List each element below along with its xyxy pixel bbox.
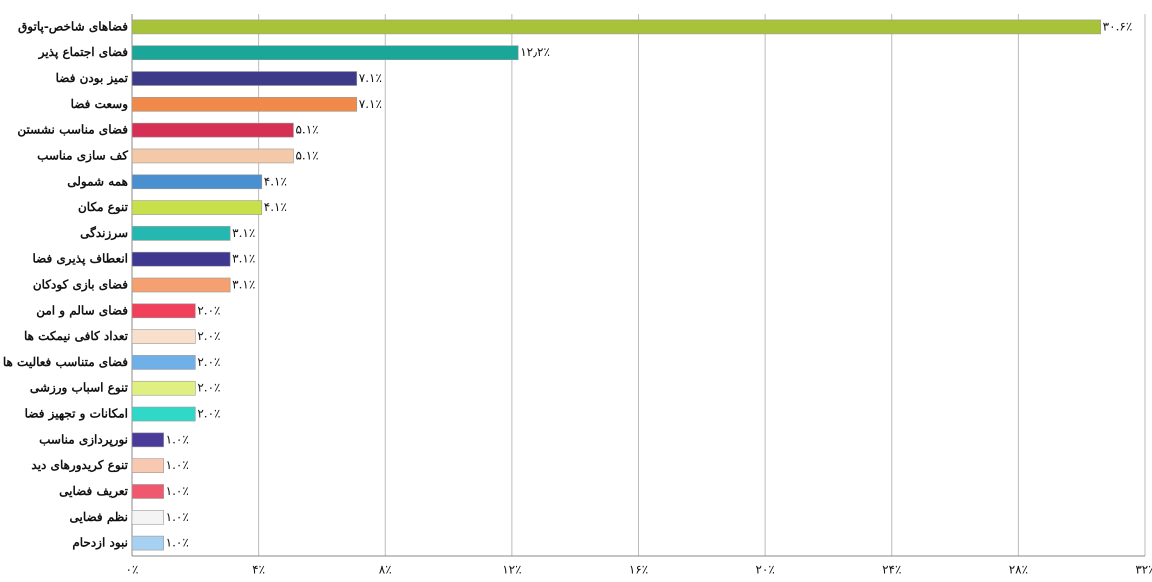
value-label: ۲.۰٪ bbox=[197, 355, 220, 369]
category-label: امکانات و تجهیز فضا bbox=[25, 407, 128, 422]
category-label: تنوع کریدورهای دید bbox=[31, 458, 128, 473]
value-label: ۲.۰٪ bbox=[197, 303, 220, 317]
category-label: وسعت فضا bbox=[71, 97, 129, 112]
category-label: نبود ازدحام bbox=[72, 536, 128, 551]
x-tick-label: ۳۲٪ bbox=[1135, 563, 1152, 577]
value-label: ۱۲٫۲٪ bbox=[520, 45, 550, 59]
value-label: ۳.۱٪ bbox=[232, 226, 255, 240]
category-label: سرزندگی bbox=[80, 225, 128, 241]
bar bbox=[131, 122, 294, 138]
bar bbox=[131, 174, 263, 190]
category-label: نورپردازی مناسب bbox=[39, 432, 128, 447]
category-label: فضاهای شاخص-پاتوق bbox=[18, 19, 128, 34]
category-label: فضای اجتماع پذیر bbox=[38, 45, 129, 60]
bar bbox=[131, 45, 519, 61]
bar bbox=[131, 458, 164, 473]
value-label: ۱.۰٪ bbox=[166, 510, 189, 524]
x-tick-label: ۱۶٪ bbox=[629, 563, 648, 577]
value-label: ۳.۱٪ bbox=[232, 278, 255, 292]
value-label: ۱.۰٪ bbox=[166, 484, 189, 498]
category-label: تعریف فضایی bbox=[59, 484, 128, 499]
value-label: ۲.۰٪ bbox=[197, 329, 220, 343]
bar bbox=[131, 380, 196, 396]
bar bbox=[131, 535, 164, 551]
value-label: ۵.۱٪ bbox=[295, 123, 318, 137]
bar bbox=[131, 303, 196, 319]
category-label: تعداد کافی نیمکت ها bbox=[24, 329, 129, 343]
value-label: ۱.۰٪ bbox=[166, 536, 189, 550]
category-label: تنوع اسباب ورزشی bbox=[30, 381, 129, 396]
bar bbox=[131, 277, 231, 293]
x-tick-label: ۲۰٪ bbox=[755, 563, 774, 577]
value-label: ۲.۰٪ bbox=[197, 381, 220, 395]
x-tick-label: ۲۸٪ bbox=[1009, 563, 1028, 577]
x-tick-label: ۱۲٪ bbox=[502, 563, 521, 577]
x-tick-label: ۸٪ bbox=[379, 563, 392, 577]
value-label: ۳۰.۶٪ bbox=[1103, 19, 1133, 33]
category-label: همه شمولی bbox=[67, 174, 128, 189]
category-label: تنوع مکان bbox=[78, 200, 129, 215]
x-tick-label: ۴٪ bbox=[252, 563, 265, 577]
value-label: ۱.۰٪ bbox=[166, 458, 189, 472]
value-label: ۷.۱٪ bbox=[359, 97, 382, 111]
bar bbox=[131, 509, 164, 525]
category-label: انعطاف پذیری فضا bbox=[32, 252, 128, 267]
value-label: ۴.۱٪ bbox=[264, 200, 287, 214]
category-label: کف سازی مناسب bbox=[37, 148, 128, 163]
bar bbox=[131, 406, 196, 422]
bar bbox=[131, 226, 231, 241]
category-label: فضای مناسب نشستن bbox=[17, 123, 128, 138]
bar bbox=[131, 432, 164, 448]
bar bbox=[131, 329, 196, 344]
category-label: نظم فضایی bbox=[70, 510, 129, 525]
bar bbox=[131, 19, 1101, 35]
bar bbox=[131, 484, 164, 499]
category-label: تمیز بودن فضا bbox=[56, 71, 129, 86]
bar bbox=[131, 148, 294, 164]
bar bbox=[131, 200, 263, 215]
value-label: ۷.۱٪ bbox=[359, 71, 382, 85]
bar bbox=[131, 251, 231, 267]
x-tick-label: ۲۴٪ bbox=[882, 563, 901, 577]
value-label: ۳.۱٪ bbox=[232, 252, 255, 266]
value-label: ۴.۱٪ bbox=[264, 174, 287, 188]
category-label: فضای سالم و امن bbox=[36, 303, 128, 318]
value-label: ۱.۰٪ bbox=[166, 432, 189, 446]
x-tick-label: ۰٪ bbox=[126, 563, 139, 577]
category-label: فضای بازی کودکان bbox=[33, 278, 128, 293]
bar bbox=[131, 97, 358, 112]
bar bbox=[131, 355, 196, 370]
category-label: فضای متناسب فعالیت ها bbox=[3, 355, 128, 369]
value-label: ۲.۰٪ bbox=[197, 407, 220, 421]
value-label: ۵.۱٪ bbox=[295, 148, 318, 162]
bar bbox=[131, 71, 358, 86]
